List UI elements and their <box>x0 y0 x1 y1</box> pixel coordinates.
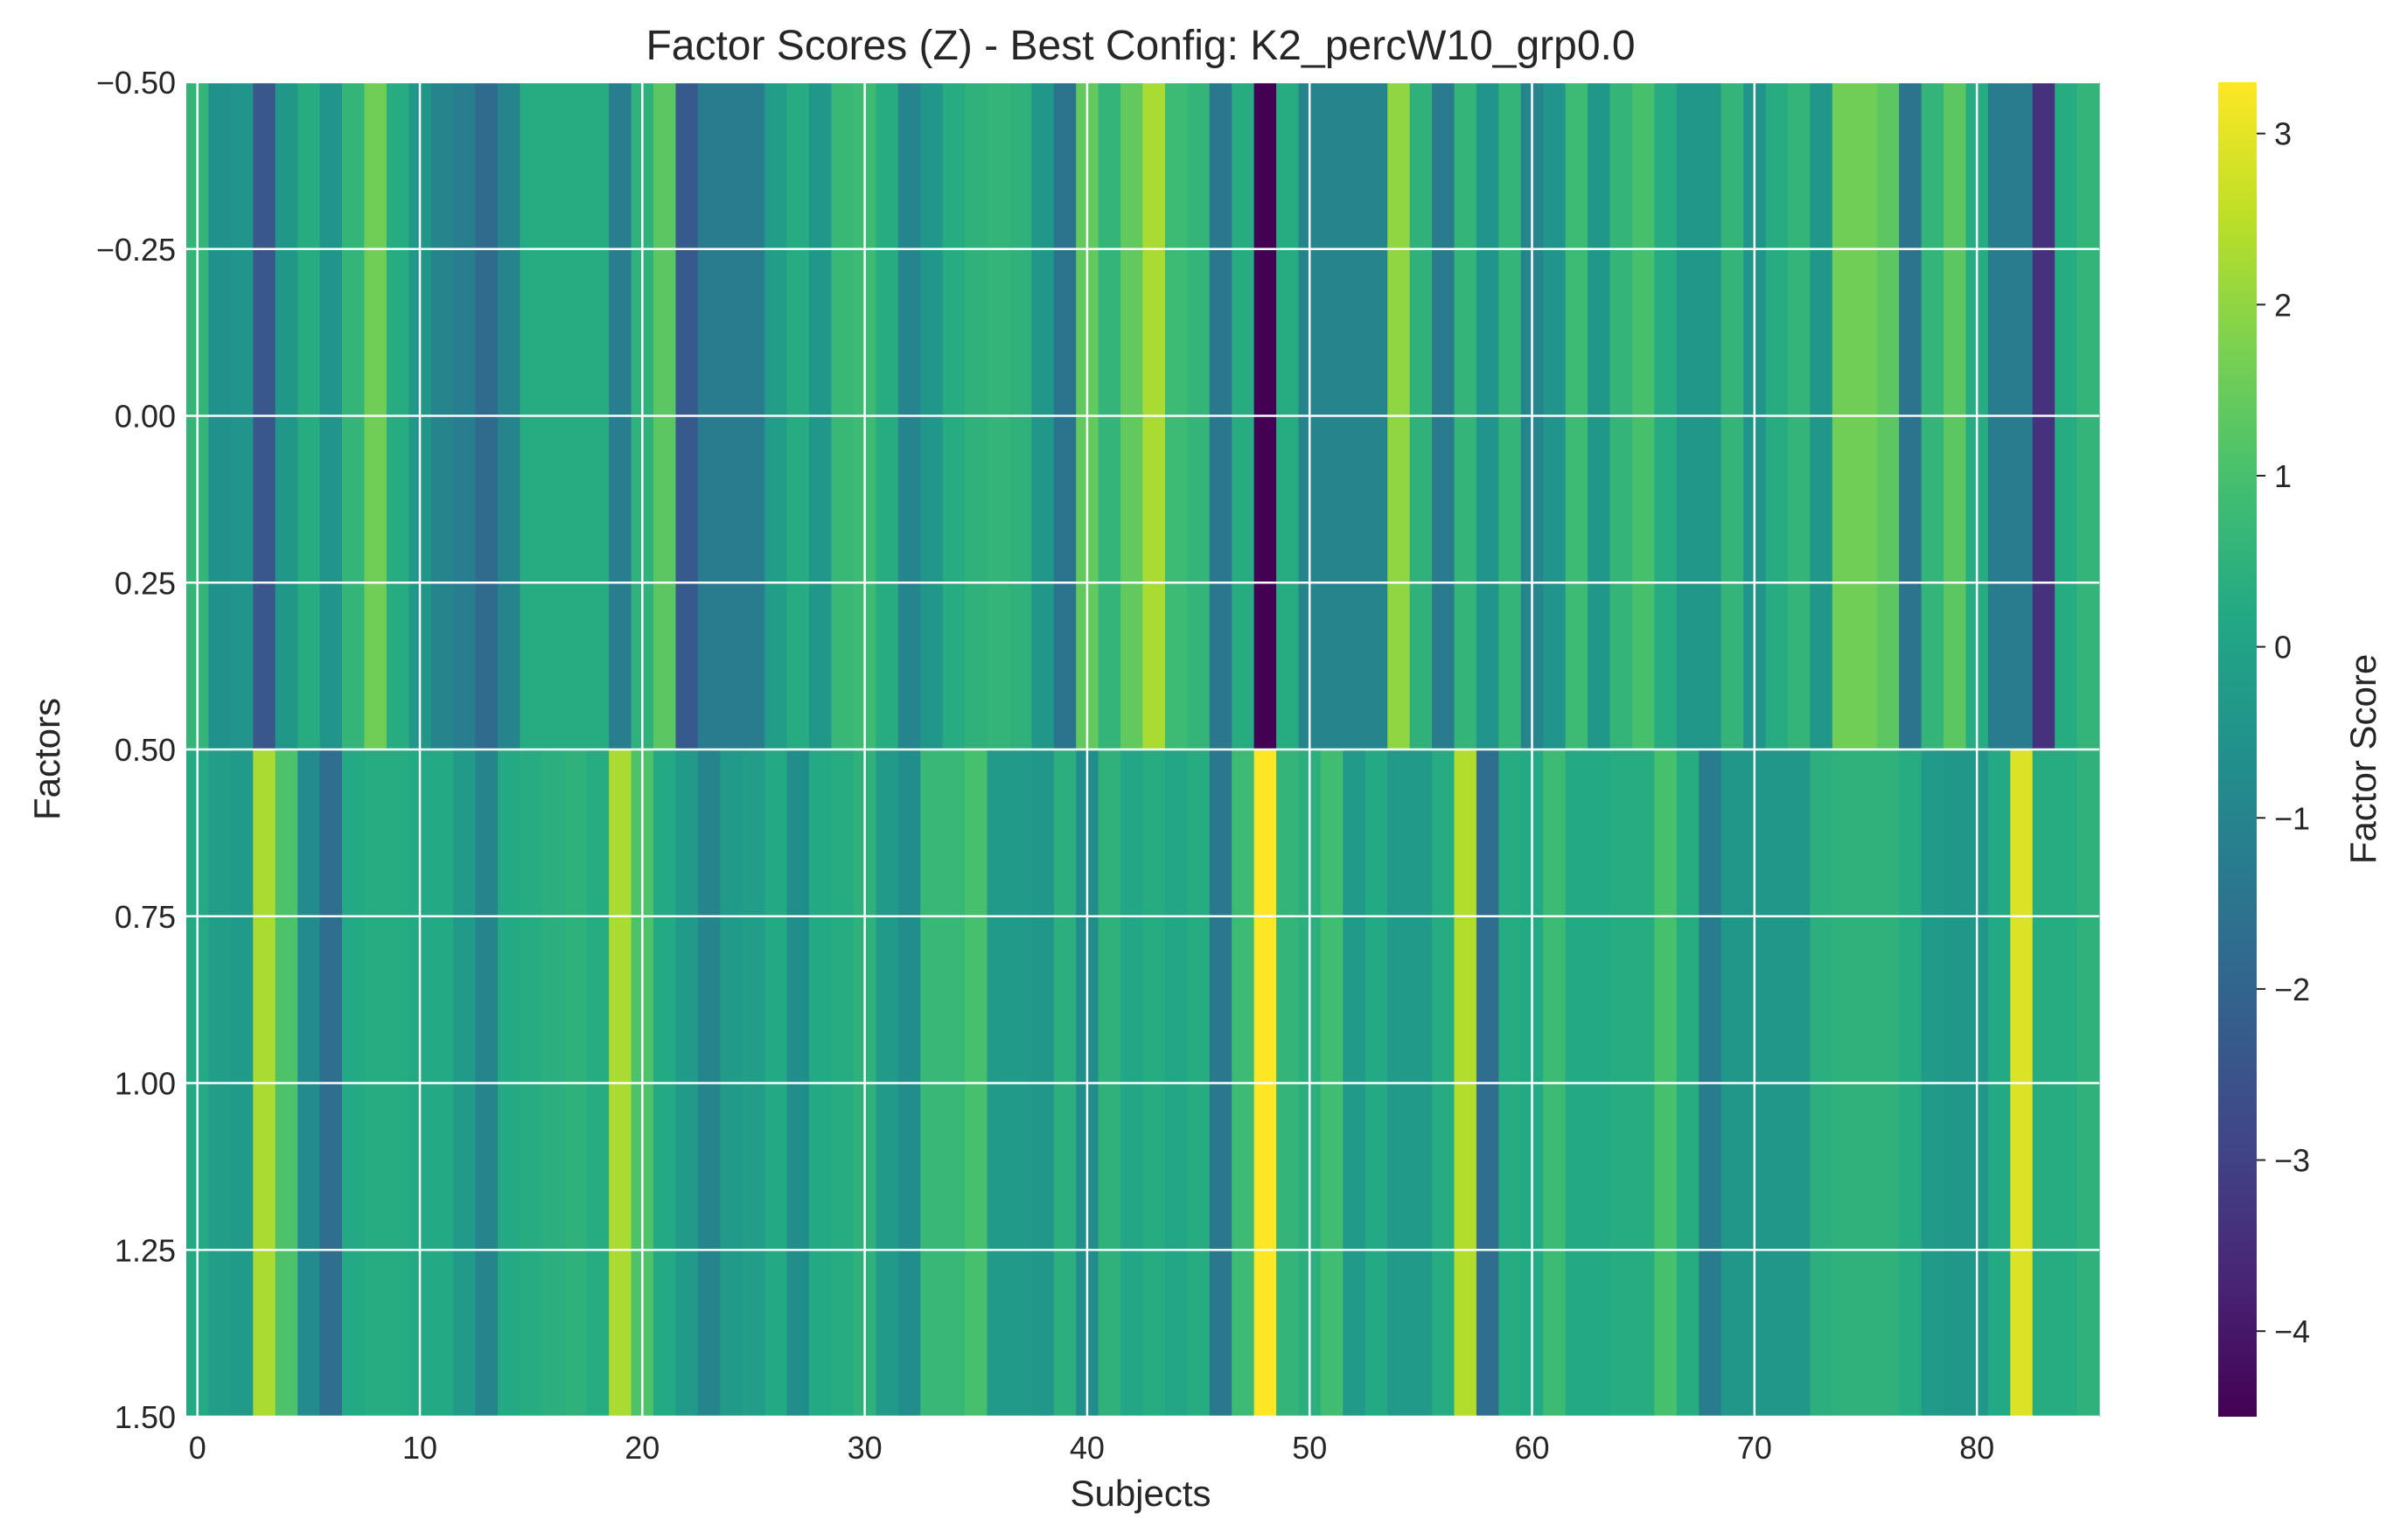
x-axis-label: Subjects <box>1070 1473 1211 1514</box>
colorbar-gradient <box>2218 82 2257 1417</box>
x-tick-label: 70 <box>1737 1430 1772 1466</box>
y-tick-label: 1.50 <box>115 1399 176 1435</box>
colorbar-tick-label: 2 <box>2274 287 2292 323</box>
y-axis-ticks: −0.50 −0.25 0.00 0.25 0.50 0.75 1.00 1.25 1.50 <box>96 65 176 1435</box>
x-tick-label: 20 <box>625 1430 660 1466</box>
x-axis-ticks: 0 10 20 30 40 50 60 70 80 <box>189 1430 1994 1466</box>
y-tick-label: 0.50 <box>115 732 176 768</box>
x-tick-label: 10 <box>402 1430 437 1466</box>
colorbar-tick-label: −2 <box>2274 972 2310 1007</box>
y-tick-label: −0.50 <box>96 65 176 101</box>
y-tick-label: 1.25 <box>115 1232 176 1268</box>
x-tick-label: 30 <box>848 1430 883 1466</box>
colorbar-tick-label: 1 <box>2274 458 2292 494</box>
x-tick-label: 40 <box>1070 1430 1105 1466</box>
colorbar-tick-label: −4 <box>2274 1314 2310 1349</box>
x-tick-label: 80 <box>1959 1430 1994 1466</box>
colorbar-label: Factor Score <box>2342 654 2384 864</box>
x-tick-label: 0 <box>189 1430 206 1466</box>
colorbar-tick-label: 0 <box>2274 630 2292 665</box>
colorbar: 3 2 1 0 −1 −2 −3 −4 Factor Score <box>2218 82 2384 1417</box>
colorbar-tick-label: −3 <box>2274 1143 2310 1179</box>
colorbar-tick-label: −1 <box>2274 800 2310 836</box>
colorbar-ticks: 3 2 1 0 −1 −2 −3 −4 <box>2257 116 2310 1349</box>
x-tick-label: 50 <box>1292 1430 1327 1466</box>
colorbar-tick-label: 3 <box>2274 116 2292 152</box>
y-axis-label: Factors <box>26 698 67 820</box>
y-tick-label: 0.00 <box>115 399 176 435</box>
y-tick-label: −0.25 <box>96 232 176 268</box>
y-tick-label: 1.00 <box>115 1066 176 1102</box>
y-tick-label: 0.75 <box>115 899 176 935</box>
grid-lines <box>186 80 2099 1418</box>
chart-title: Factor Scores (Z) - Best Config: K2_perc… <box>646 23 1635 69</box>
x-tick-label: 60 <box>1515 1430 1550 1466</box>
y-tick-label: 0.25 <box>115 565 176 601</box>
